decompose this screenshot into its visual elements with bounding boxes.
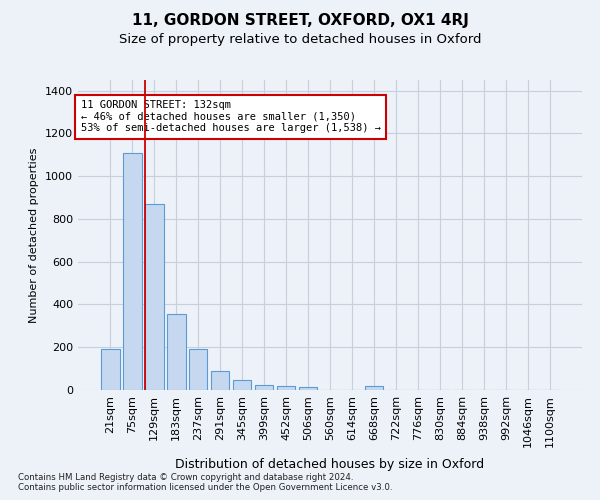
Text: Size of property relative to detached houses in Oxford: Size of property relative to detached ho… xyxy=(119,32,481,46)
Bar xyxy=(145,204,164,390)
Bar xyxy=(101,350,119,390)
Bar xyxy=(211,371,229,390)
Bar xyxy=(233,380,251,390)
Text: 11 GORDON STREET: 132sqm
← 46% of detached houses are smaller (1,350)
53% of sem: 11 GORDON STREET: 132sqm ← 46% of detach… xyxy=(80,100,380,134)
Bar xyxy=(255,385,274,390)
Bar xyxy=(123,152,142,390)
Bar xyxy=(189,350,208,390)
Bar xyxy=(167,314,185,390)
Text: 11, GORDON STREET, OXFORD, OX1 4RJ: 11, GORDON STREET, OXFORD, OX1 4RJ xyxy=(131,12,469,28)
Y-axis label: Number of detached properties: Number of detached properties xyxy=(29,148,40,322)
X-axis label: Distribution of detached houses by size in Oxford: Distribution of detached houses by size … xyxy=(175,458,485,471)
Bar xyxy=(299,387,317,390)
Bar xyxy=(277,386,295,390)
Bar xyxy=(365,386,383,390)
Text: Contains public sector information licensed under the Open Government Licence v3: Contains public sector information licen… xyxy=(18,484,392,492)
Text: Contains HM Land Registry data © Crown copyright and database right 2024.: Contains HM Land Registry data © Crown c… xyxy=(18,474,353,482)
